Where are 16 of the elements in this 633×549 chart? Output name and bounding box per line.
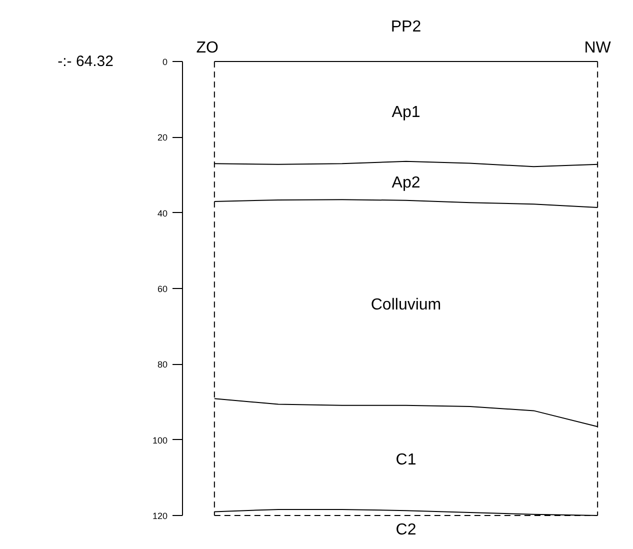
y-tick-label: 100 — [152, 435, 168, 446]
y-tick-label: 40 — [157, 208, 168, 218]
text: C2 — [396, 522, 416, 538]
text: -:- 64.32 — [58, 53, 114, 70]
y-tick-label: 80 — [157, 360, 168, 370]
annotation: Ap2 — [392, 174, 420, 192]
y-tick-label: 20 — [157, 132, 168, 143]
y-tick-label: 60 — [157, 284, 168, 294]
annotation: Colluvium — [370, 296, 442, 314]
y-tick-label: 120 — [152, 511, 168, 521]
text: NW — [584, 40, 612, 56]
annotation: C1 — [396, 452, 416, 469]
text: ZO — [196, 40, 218, 56]
chart-title: PP2 — [390, 18, 422, 36]
y-tick-label: 0 — [162, 57, 168, 67]
annotation: Ap1 — [392, 104, 420, 122]
